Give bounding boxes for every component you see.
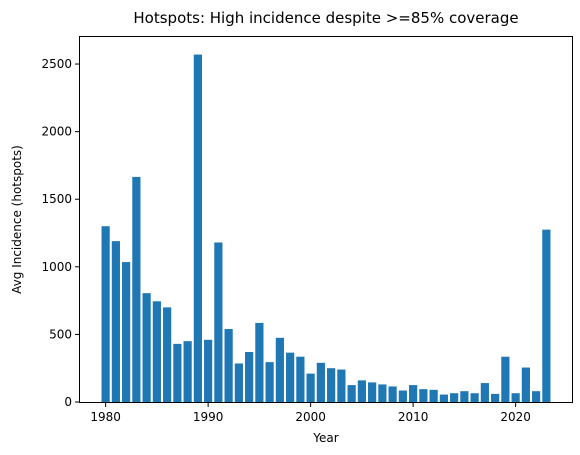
bar-2010: [409, 385, 418, 402]
bar-2021: [521, 367, 530, 402]
bar-2005: [357, 380, 366, 402]
bar-1992: [224, 329, 233, 402]
bar-1986: [163, 307, 172, 402]
bar-1995: [255, 322, 264, 402]
bar-1985: [152, 301, 161, 402]
bar-2023: [542, 229, 551, 402]
bar-2012: [429, 389, 438, 402]
y-tick-label: 1500: [41, 192, 72, 206]
x-tick-label: 1980: [90, 410, 121, 424]
x-tick-label: 1990: [193, 410, 224, 424]
bar-1991: [214, 242, 223, 402]
bar-1993: [234, 363, 243, 402]
bar-1989: [193, 54, 202, 403]
bar-2018: [491, 393, 500, 402]
bar-1982: [122, 262, 131, 402]
bar-1990: [204, 339, 213, 402]
x-tick-label: 2010: [398, 410, 429, 424]
bar-1998: [286, 352, 295, 402]
bar-2014: [450, 393, 459, 402]
bar-1988: [183, 341, 192, 402]
bar-2015: [460, 391, 469, 402]
bar-1987: [173, 343, 182, 402]
bar-2017: [480, 383, 489, 402]
bar-1999: [296, 356, 305, 402]
bars-group: [101, 54, 551, 403]
y-axis-label: Avg Incidence (hotspots): [10, 145, 24, 294]
bar-1981: [111, 241, 120, 402]
x-tick-label: 2000: [295, 410, 326, 424]
bar-1980: [101, 226, 110, 402]
bar-2020: [511, 393, 520, 402]
bar-1994: [245, 351, 254, 402]
chart-title: Hotspots: High incidence despite >=85% c…: [133, 9, 518, 27]
bar-2002: [327, 368, 336, 402]
y-tick-label: 0: [64, 395, 72, 409]
y-tick-label: 2000: [41, 125, 72, 139]
bar-1983: [132, 176, 141, 402]
bar-2001: [316, 362, 325, 402]
y-tick-label: 500: [49, 327, 72, 341]
bar-2004: [347, 385, 356, 402]
bar-1997: [275, 337, 284, 402]
bar-2013: [439, 394, 448, 402]
bar-1996: [265, 362, 274, 402]
bar-1984: [142, 293, 151, 402]
bar-2006: [368, 382, 377, 402]
x-axis-label: Year: [312, 431, 338, 445]
y-tick-label: 1000: [41, 260, 72, 274]
y-axis-ticks: 0 500 1000 1500 2000 2500: [41, 57, 80, 409]
x-tick-label: 2020: [500, 410, 531, 424]
bar-2009: [398, 390, 407, 402]
x-axis-ticks: 1980 1990 2000 2010 2020: [90, 402, 531, 424]
bar-2007: [378, 384, 387, 402]
y-tick-label: 2500: [41, 57, 72, 71]
bar-2011: [419, 389, 428, 402]
bar-2000: [306, 373, 315, 402]
bar-2022: [532, 391, 541, 402]
bar-2019: [501, 356, 510, 402]
bar-2016: [470, 393, 479, 402]
plot-frame: [79, 36, 573, 403]
bar-2008: [388, 386, 397, 402]
bar-2003: [337, 369, 346, 402]
